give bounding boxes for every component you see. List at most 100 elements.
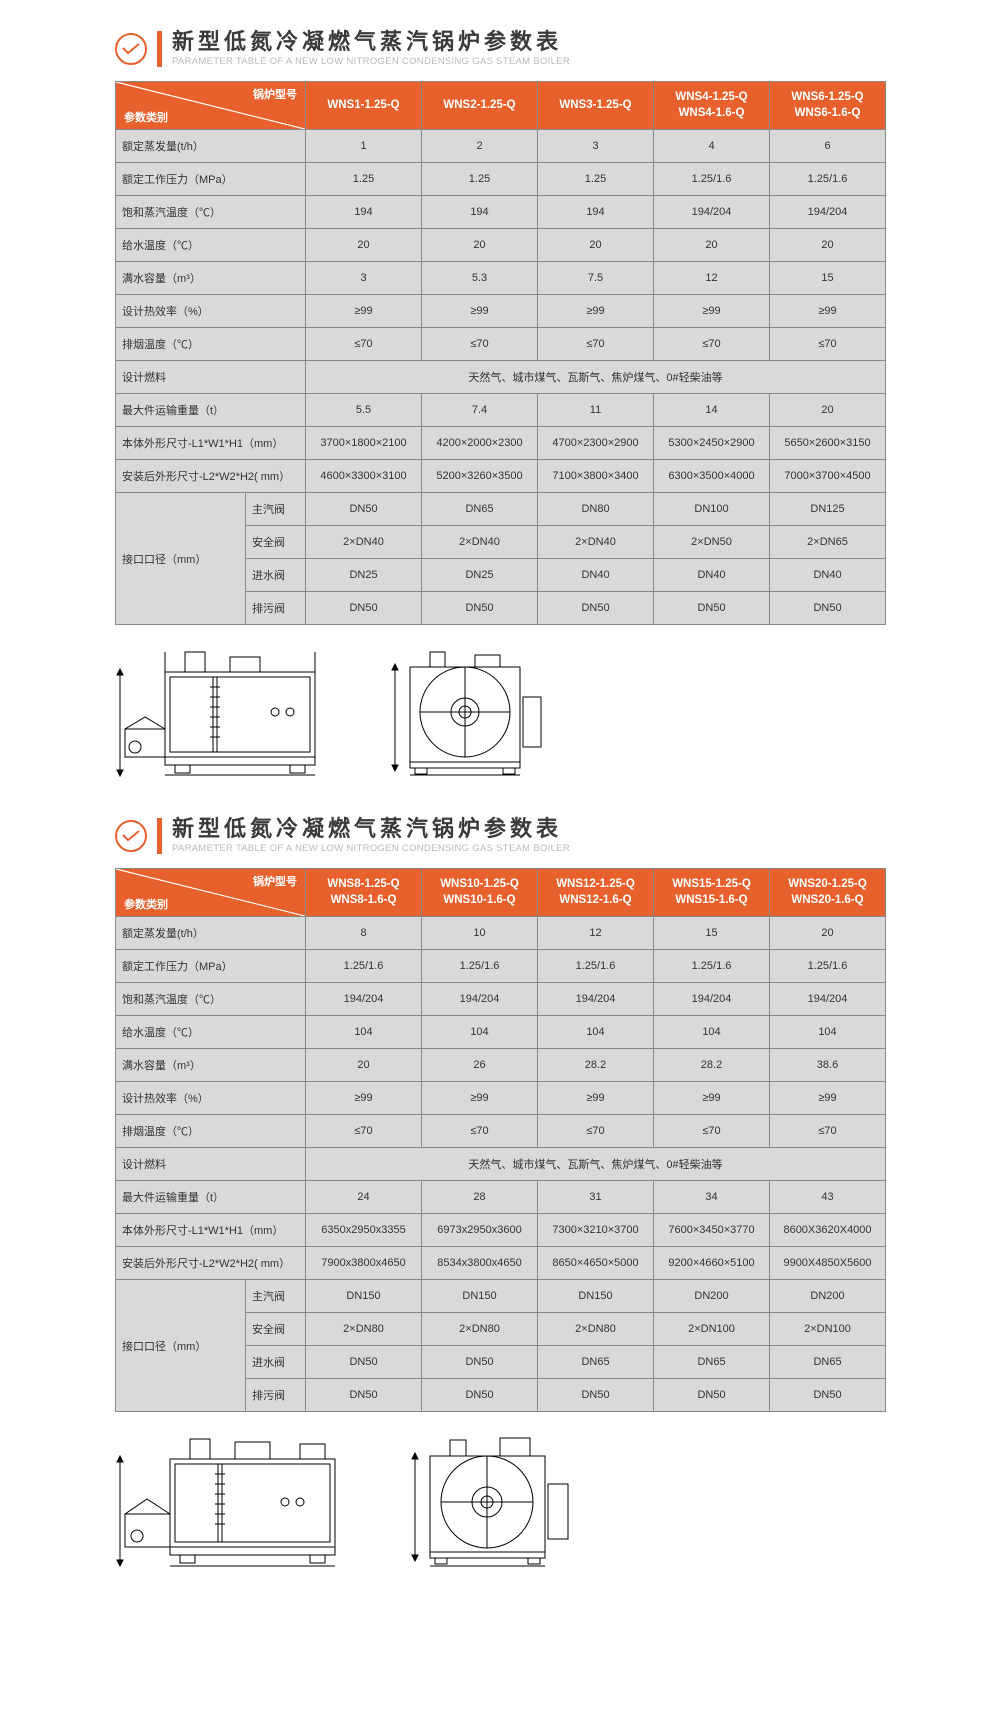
table-cell: ≥99 <box>306 295 422 328</box>
table-cell: 2×DN80 <box>306 1313 422 1346</box>
row-sublabel: 进水阀 <box>246 559 306 592</box>
table-cell: 194/204 <box>422 983 538 1016</box>
table-cell: ≤70 <box>538 328 654 361</box>
table-cell: 20 <box>538 229 654 262</box>
row-label: 额定工作压力（MPa） <box>116 163 306 196</box>
table-cell: 5300×2450×2900 <box>654 427 770 460</box>
row-sublabel: 安全阀 <box>246 526 306 559</box>
table-cell: 7100×3800×3400 <box>538 460 654 493</box>
table-cell: ≤70 <box>422 1115 538 1148</box>
table-cell: DN200 <box>770 1280 886 1313</box>
table-cell: 12 <box>654 262 770 295</box>
table-cell: DN65 <box>770 1346 886 1379</box>
table-cell: DN65 <box>422 493 538 526</box>
table-cell: 1.25/1.6 <box>770 950 886 983</box>
table-cell: 194 <box>538 196 654 229</box>
table-cell: 28 <box>422 1181 538 1214</box>
row-label: 排烟温度（℃） <box>116 328 306 361</box>
table-cell: 1.25 <box>306 163 422 196</box>
table-cell: 20 <box>770 917 886 950</box>
table-cell: 104 <box>306 1016 422 1049</box>
table-cell: DN40 <box>538 559 654 592</box>
table-cell: ≥99 <box>770 295 886 328</box>
table-cell: 20 <box>770 229 886 262</box>
row-sublabel: 进水阀 <box>246 1346 306 1379</box>
table-cell: DN125 <box>770 493 886 526</box>
table-cell: 1.25/1.6 <box>654 163 770 196</box>
table-cell: 1.25/1.6 <box>422 950 538 983</box>
table-cell: 6 <box>770 130 886 163</box>
table-cell: 4700×2300×2900 <box>538 427 654 460</box>
row-label: 给水温度（℃） <box>116 229 306 262</box>
table-cell: DN150 <box>422 1280 538 1313</box>
table-cell: 2×DN40 <box>422 526 538 559</box>
table-cell: 7300×3210×3700 <box>538 1214 654 1247</box>
heading-bar <box>157 818 162 854</box>
row-label: 安装后外形尺寸-L2*W2*H2( mm） <box>116 1247 306 1280</box>
table-cell: ≤70 <box>654 328 770 361</box>
row-label: 满水容量（m³） <box>116 1049 306 1082</box>
table-cell: DN50 <box>422 592 538 625</box>
row-label: 给水温度（℃） <box>116 1016 306 1049</box>
table-cell: DN50 <box>306 493 422 526</box>
table-cell: 194 <box>306 196 422 229</box>
table-cell: 104 <box>770 1016 886 1049</box>
table-cell: DN100 <box>654 493 770 526</box>
boiler-side-view <box>115 1434 345 1569</box>
table-cell: 3 <box>306 262 422 295</box>
table-cell: 31 <box>538 1181 654 1214</box>
boiler-side-view <box>115 647 325 777</box>
table-cell: 104 <box>654 1016 770 1049</box>
table-cell: 8600X3620X4000 <box>770 1214 886 1247</box>
table-cell: 26 <box>422 1049 538 1082</box>
table-cell: ≥99 <box>422 295 538 328</box>
table-cell: 14 <box>654 394 770 427</box>
row-label: 额定蒸发量(t/h） <box>116 917 306 950</box>
diagrams-1 <box>115 647 885 777</box>
row-label: 安装后外形尺寸-L2*W2*H2( mm） <box>116 460 306 493</box>
table-cell: 194/204 <box>770 196 886 229</box>
table-cell: DN50 <box>538 592 654 625</box>
table-cell: 1.25/1.6 <box>654 950 770 983</box>
heading-en: PARAMETER TABLE OF A NEW LOW NITROGEN CO… <box>172 843 570 854</box>
table-cell: 5.5 <box>306 394 422 427</box>
row-label: 最大件运输重量（t） <box>116 1181 306 1214</box>
table-cell: 5.3 <box>422 262 538 295</box>
table-cell: 194/204 <box>654 983 770 1016</box>
table-cell: 8534x3800x4650 <box>422 1247 538 1280</box>
row-label: 最大件运输重量（t） <box>116 394 306 427</box>
row-label: 设计燃料 <box>116 1148 306 1181</box>
table-cell: DN50 <box>422 1346 538 1379</box>
table-cell: 20 <box>422 229 538 262</box>
table-cell: 38.6 <box>770 1049 886 1082</box>
row-sublabel: 主汽阀 <box>246 1280 306 1313</box>
table-cell: 2×DN100 <box>654 1313 770 1346</box>
table-cell: 43 <box>770 1181 886 1214</box>
table-cell: 3700×1800×2100 <box>306 427 422 460</box>
table-cell: DN25 <box>422 559 538 592</box>
table-cell: DN50 <box>422 1379 538 1412</box>
header-model-label: 锅炉型号 <box>253 86 297 102</box>
row-label: 本体外形尺寸-L1*W1*H1（mm） <box>116 1214 306 1247</box>
model-col: WNS15-1.25-QWNS15-1.6-Q <box>654 869 770 917</box>
table-cell: DN50 <box>770 592 886 625</box>
table-cell: 5650×2600×3150 <box>770 427 886 460</box>
table-cell: ≤70 <box>422 328 538 361</box>
table-cell: 8 <box>306 917 422 950</box>
table-cell: 104 <box>422 1016 538 1049</box>
table-cell: ≤70 <box>306 1115 422 1148</box>
model-col: WNS1-1.25-Q <box>306 82 422 130</box>
check-circle-icon <box>115 33 147 65</box>
table-cell: 天然气、城市煤气、瓦斯气、焦炉煤气、0#轻柴油等 <box>306 1148 886 1181</box>
table-cell: 天然气、城市煤气、瓦斯气、焦炉煤气、0#轻柴油等 <box>306 361 886 394</box>
table-cell: 104 <box>538 1016 654 1049</box>
header-param-label: 参数类别 <box>124 109 168 125</box>
table-cell: DN50 <box>306 1346 422 1379</box>
table-cell: 4600×3300×3100 <box>306 460 422 493</box>
table-cell: 6300×3500×4000 <box>654 460 770 493</box>
table-cell: DN65 <box>538 1346 654 1379</box>
header-corner: 锅炉型号 参数类别 <box>116 82 306 130</box>
table-cell: ≥99 <box>306 1082 422 1115</box>
table-cell: 4 <box>654 130 770 163</box>
table-cell: 194/204 <box>654 196 770 229</box>
